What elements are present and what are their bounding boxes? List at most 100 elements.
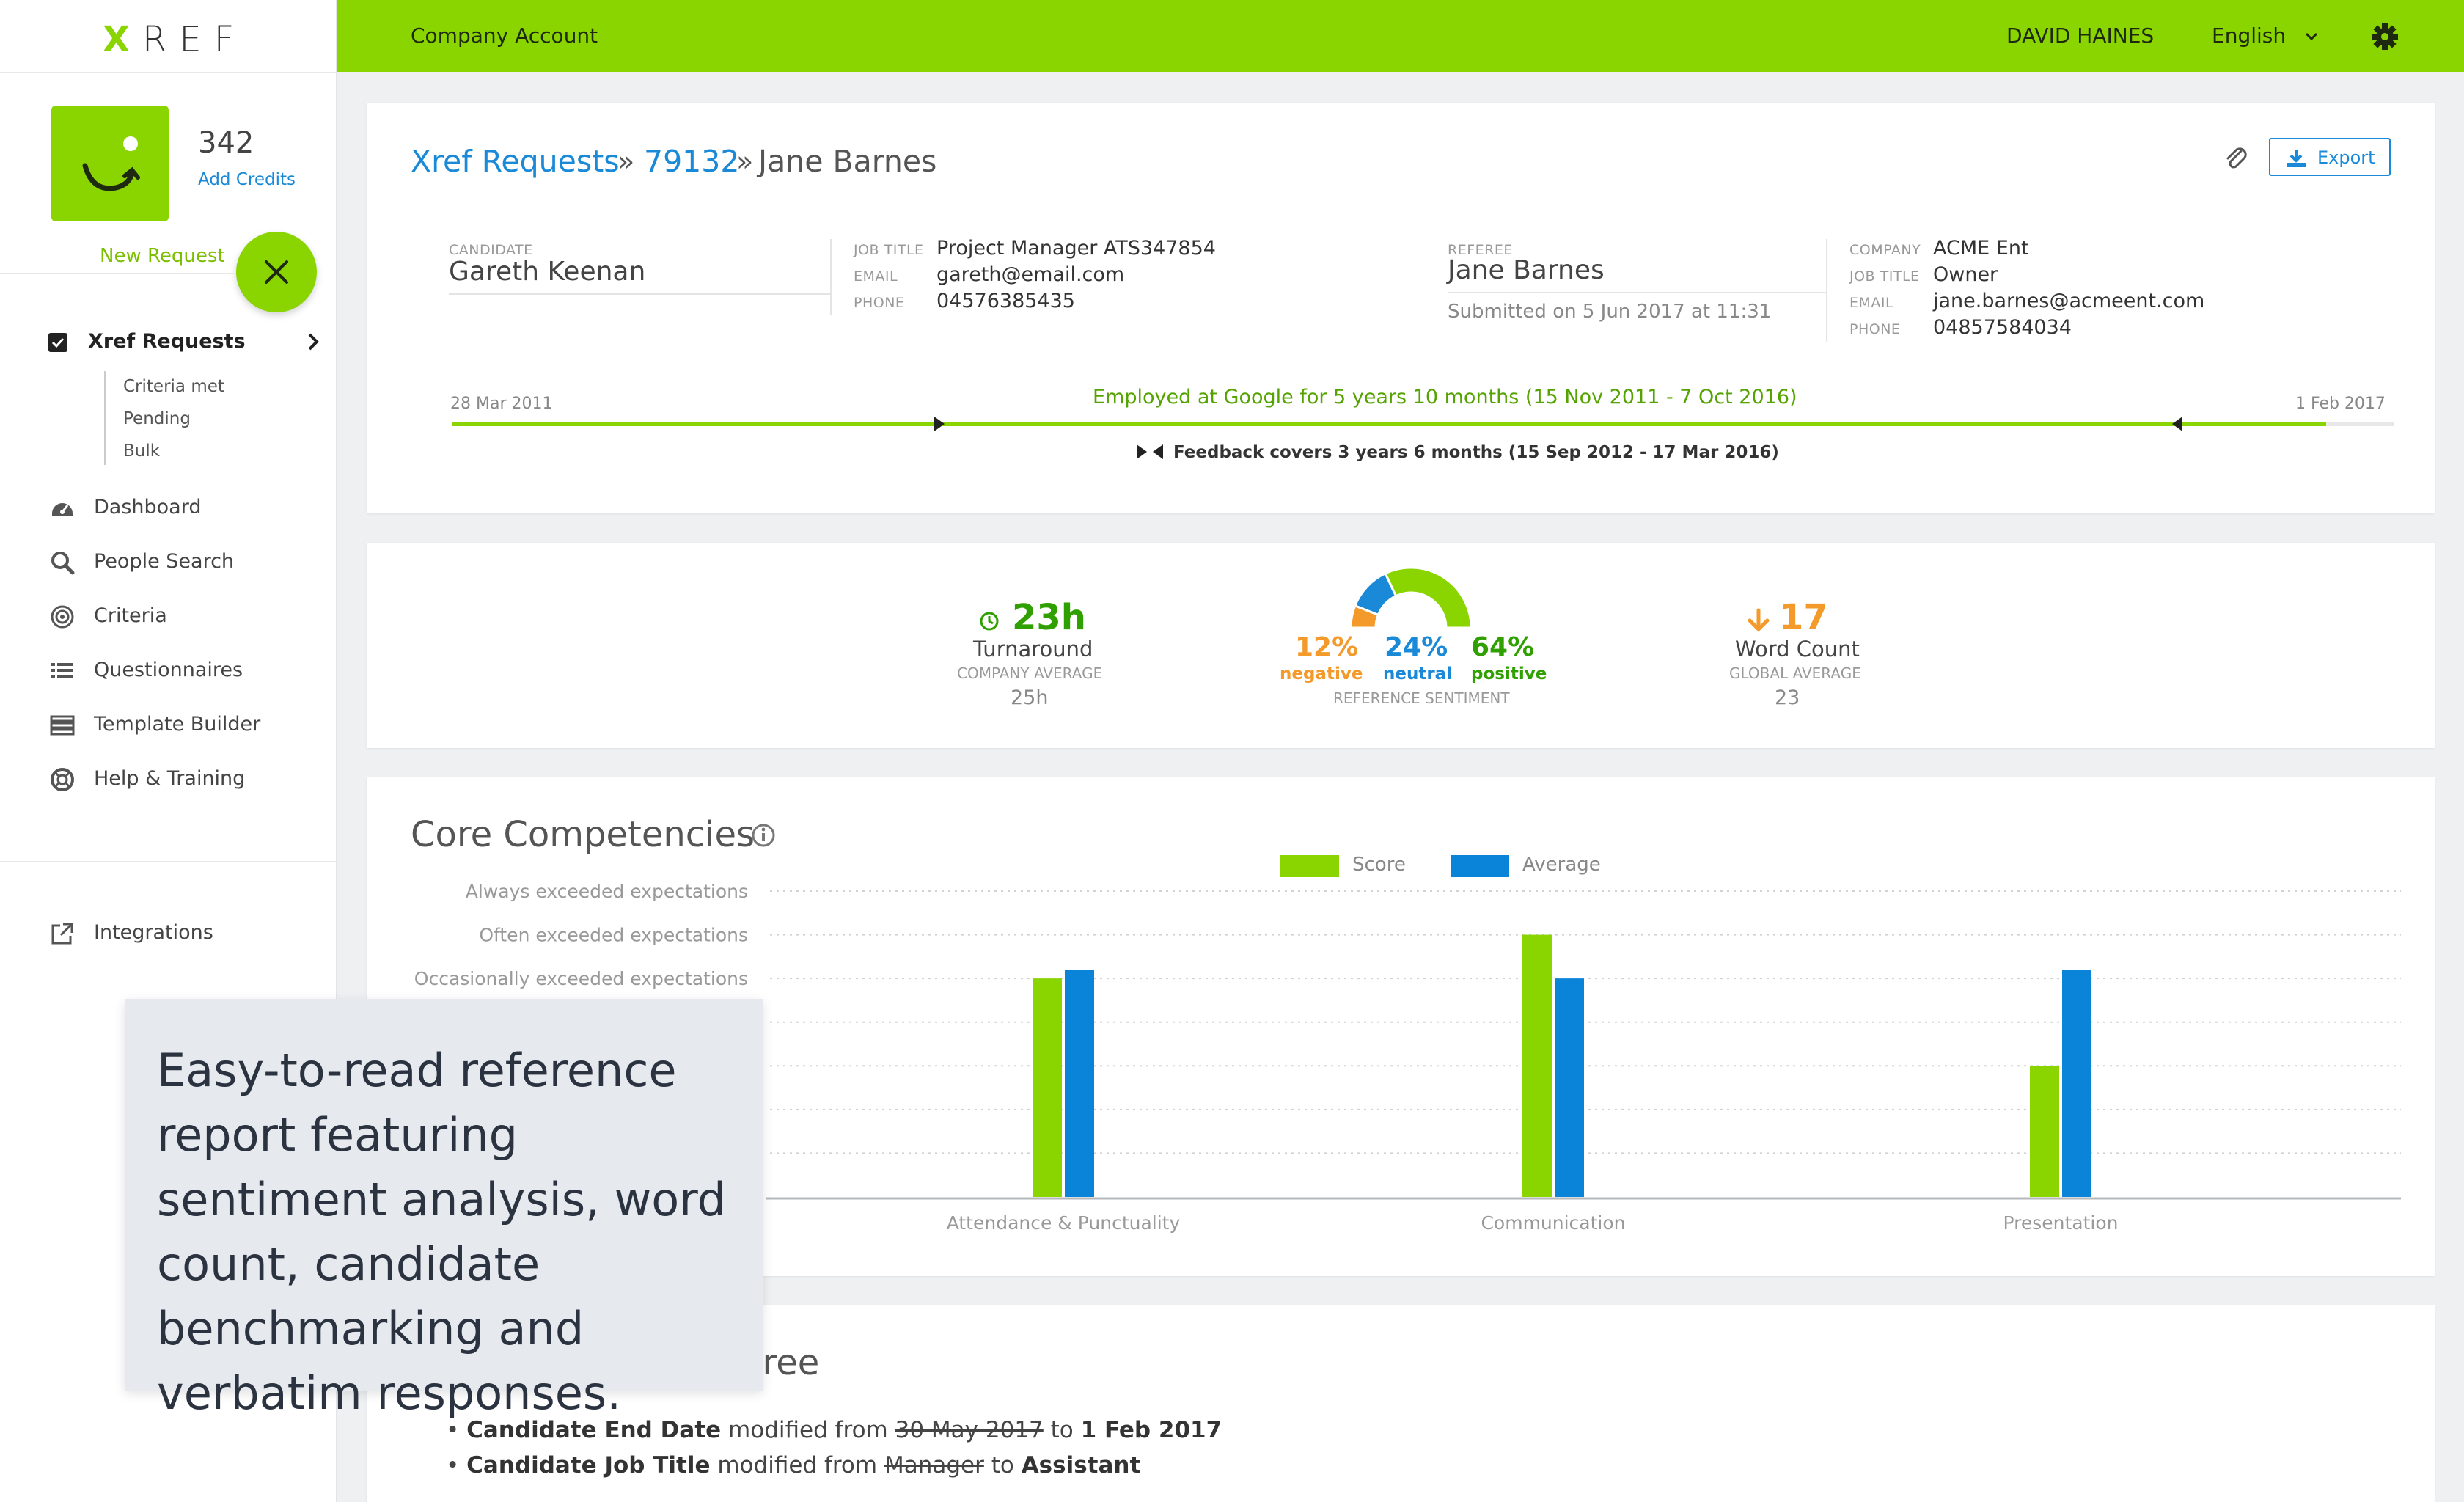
timeline-end-marker-icon [2172,417,2182,431]
sidebar-item-label: People Search [94,550,235,573]
timeline-employment-bar [452,422,2326,426]
download-icon [2287,150,2306,167]
sidebar-item-questionnaires[interactable]: Questionnaires [50,654,314,686]
referee-name: Jane Barnes [1448,255,1605,285]
smile-logo-icon [82,136,140,191]
sidebar-item-xref-requests[interactable]: Xref Requests [48,329,327,358]
chevron-down-icon[interactable] [2303,28,2320,45]
company-account-link[interactable]: Company Account [411,23,598,48]
sidebar-item-people-search[interactable]: People Search [50,546,314,578]
referee-email[interactable]: jane.barnes@acmeent.com [1933,290,2205,312]
referee-phone: 04857584034 [1933,316,2072,339]
positive-label: positive [1471,664,1547,684]
candidate-email-label: EMAIL [854,268,898,285]
sidebar-item-criteria[interactable]: Criteria [50,600,314,632]
change-text: modified from [717,1452,878,1479]
user-menu[interactable]: DAVID HAINES [2006,23,2155,48]
xref-logo[interactable]: XREF [103,19,247,60]
gauge-positive-segment [1384,566,1473,629]
sidebar-subitem-criteria-met[interactable]: Criteria met [123,377,224,396]
sidebar-item-label: Template Builder [94,713,261,736]
bar-score-2[interactable] [2030,1066,2059,1197]
referee-company: ACME Ent [1933,237,2029,260]
bar-score-0[interactable] [1033,978,1062,1197]
candidate-job-title-label: JOB TITLE [854,242,924,258]
divider [1826,239,1827,342]
timeline-start-marker-icon [934,417,945,431]
external-link-icon [51,923,73,945]
list-icon [51,663,73,678]
sidebar-item-integrations[interactable]: Integrations [50,917,314,949]
new-value: Assistant [1021,1452,1141,1479]
new-request-label[interactable]: New Request [100,245,225,267]
x-tick-label: Communication [1481,1212,1625,1234]
y-tick-label: Often exceeded expectations [479,925,748,946]
gear-icon[interactable] [2370,22,2399,51]
divider [830,239,832,315]
change-item: • Candidate End Date modified from 30 Ma… [446,1417,1222,1443]
bar-average-1[interactable] [1555,978,1584,1197]
divider [1448,292,1826,293]
sidebar-item-template-builder[interactable]: Template Builder [50,708,314,741]
breadcrumb-xref-requests[interactable]: Xref Requests [411,144,620,179]
change-text: modified from [728,1417,888,1443]
divider [449,293,830,295]
referee-job-title-label: JOB TITLE [1849,268,1920,285]
competency-bar-chart: Always exceeded expectations Often exceed… [414,881,2401,1234]
sidebar-subitem-bulk[interactable]: Bulk [123,442,161,461]
add-credits-link[interactable]: Add Credits [198,170,296,189]
change-text: to [1050,1417,1074,1443]
caption-text: Easy-to-read reference report featuring … [157,1044,726,1420]
sidebar-item-label: Integrations [94,921,213,944]
credits-count: 342 [198,126,254,160]
close-icon [265,260,288,284]
change-field: Candidate End Date [466,1417,722,1443]
bar-average-0[interactable] [1065,970,1094,1197]
dashboard-icon [52,503,73,516]
checkbox-icon [48,333,67,352]
negative-label: negative [1280,664,1363,684]
feedback-period: Feedback covers 3 years 6 months (15 Sep… [1173,443,1779,462]
bar-score-1[interactable] [1522,934,1552,1197]
bar-average-2[interactable] [2062,970,2091,1197]
legend-swatch-score [1280,855,1339,877]
timeline-start-date: 28 Mar 2011 [450,395,553,413]
company-avatar[interactable] [51,106,169,221]
lifebuoy-icon [51,768,74,791]
candidate-email[interactable]: gareth@email.com [936,263,1125,286]
employment-period: Employed at Google for 5 years 10 months… [1093,386,1797,409]
export-label: Export [2317,147,2375,168]
legend-swatch-average [1451,855,1509,877]
export-button[interactable]: Export [2269,138,2391,176]
referee-company-label: COMPANY [1849,242,1921,258]
old-value: Manager [884,1452,984,1479]
referee-phone-label: PHONE [1849,321,1901,337]
change-text: to [991,1452,1014,1479]
sidebar-item-dashboard[interactable]: Dashboard [50,491,314,524]
candidate-phone-label: PHONE [854,295,905,311]
new-value: 1 Feb 2017 [1080,1417,1222,1443]
y-tick-label: Always exceeded expectations [466,881,748,902]
info-icon[interactable] [751,823,776,848]
candidate-name: Gareth Keenan [449,257,646,287]
company-average-value: 25h [1011,686,1049,709]
x-tick-label: Attendance & Punctuality [947,1212,1181,1234]
target-icon [51,605,74,629]
request-summary-card [367,103,2435,513]
feedback-range-icon [1137,444,1163,459]
new-request-button[interactable] [236,232,317,312]
sidebar-subitem-pending[interactable]: Pending [123,409,191,428]
positive-percent: 64% [1471,632,1535,662]
legend-label-score: Score [1352,854,1406,876]
sentiment-gauge [1349,566,1473,629]
paperclip-icon[interactable] [2222,144,2251,173]
sidebar-item-help-training[interactable]: Help & Training [50,763,314,795]
word-count-value: 17 [1779,597,1828,638]
timeline-end-date: 1 Feb 2017 [2295,395,2386,413]
breadcrumb-current: Jane Barnes [758,144,937,179]
breadcrumb-request-id[interactable]: 79132 [644,144,740,179]
y-tick-label: Occasionally exceeded expectations [414,968,748,989]
sidebar-item-label: Questionnaires [94,659,243,681]
language-select[interactable]: English [2212,23,2287,48]
company-average-label: COMPANY AVERAGE [957,664,1103,682]
